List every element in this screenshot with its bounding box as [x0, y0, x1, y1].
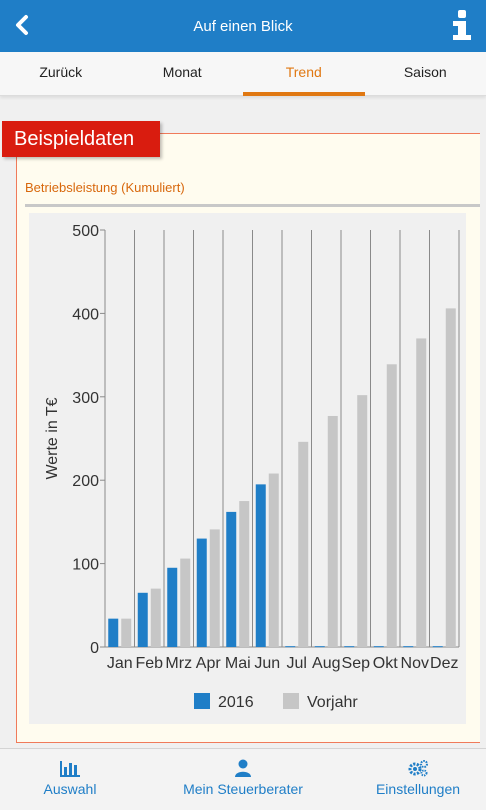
x-tick-label: Okt	[373, 655, 398, 672]
bar-2016-mrz	[167, 567, 178, 647]
tab-trend[interactable]: Trend	[243, 52, 365, 96]
bar-2016-aug	[314, 646, 325, 648]
x-tick-label: Sep	[342, 655, 371, 672]
x-tick-label: Jan	[107, 655, 133, 672]
bar-2016-jan	[108, 618, 119, 647]
nav-auswahl-label: Auswahl	[43, 781, 97, 797]
bar-vorjahr-jul	[298, 441, 309, 647]
x-tick-label: Aug	[312, 655, 340, 672]
tab-zurueck[interactable]: Zurück	[39, 64, 83, 80]
bar-vorjahr-aug	[327, 415, 338, 647]
x-tick-label: Mai	[225, 655, 251, 672]
bar-vorjahr-sep	[357, 395, 368, 647]
x-tick-label: Jun	[254, 655, 280, 672]
sample-data-badge: Beispieldaten	[2, 121, 160, 157]
legend-swatch	[194, 693, 210, 709]
section-divider	[25, 204, 480, 207]
nav-mein-steuerberater-label: Mein Steuerberater	[183, 781, 303, 797]
tab-saison[interactable]: Saison	[403, 64, 447, 80]
x-tick-label: Jul	[287, 655, 307, 672]
info-icon[interactable]	[452, 8, 472, 42]
y-tick-label: 500	[72, 223, 99, 240]
bar-2016-sep	[344, 646, 355, 648]
page-title: Auf einen Blick	[193, 17, 293, 35]
bar-vorjahr-jan	[121, 618, 132, 647]
y-tick-label: 200	[72, 473, 99, 490]
legend-label: Vorjahr	[307, 694, 358, 711]
cumulative-performance-chart: 0 100 200 300 400 500 Werte in T€ Jan Feb Mrz Apr M…	[44, 223, 460, 711]
gears-icon	[408, 760, 428, 777]
nav-einstellungen-label: Einstellungen	[375, 781, 461, 797]
bar-2016-mai	[226, 511, 237, 647]
user-icon	[235, 759, 251, 777]
bar-vorjahr-okt	[386, 364, 397, 647]
bar-vorjahr-dez	[445, 308, 456, 647]
x-tick-label: Mrz	[165, 655, 192, 672]
bar-vorjahr-jun	[268, 473, 279, 647]
tab-bar: Zurück Monat Trend Saison	[0, 52, 486, 96]
bar-vorjahr-mrz	[180, 558, 191, 647]
x-tick-label: Dez	[430, 655, 458, 672]
legend-swatch	[283, 693, 299, 709]
nav-auswahl[interactable]: Auswahl	[30, 759, 110, 797]
bar-vorjahr-feb	[150, 588, 161, 647]
bar-vorjahr-nov	[416, 338, 427, 647]
app-header: Auf einen Blick	[0, 0, 486, 52]
bar-2016-okt	[373, 646, 384, 648]
y-tick-label: 400	[72, 306, 99, 323]
x-tick-label: Feb	[135, 655, 163, 672]
legend-label: 2016	[218, 694, 254, 711]
tab-monat[interactable]: Monat	[162, 64, 202, 80]
y-tick-label: 100	[72, 557, 99, 574]
x-tick-label: Apr	[196, 655, 222, 672]
x-tick-label: Nov	[401, 655, 429, 672]
chevron-left-icon[interactable]	[10, 12, 36, 38]
bottom-navigation: Auswahl Mein Steuerberater Einstellungen	[0, 748, 486, 810]
y-tick-label: 0	[90, 640, 99, 657]
section-title: Betriebsleistung (Kumuliert)	[25, 180, 185, 195]
nav-mein-steuerberater[interactable]: Mein Steuerberater	[168, 759, 318, 797]
bar-vorjahr-mai	[239, 501, 250, 647]
y-axis-label: Werte in T€	[44, 397, 61, 479]
bar-2016-jul	[285, 646, 296, 648]
nav-einstellungen[interactable]: Einstellungen	[366, 759, 470, 797]
bar-chart-icon	[60, 761, 80, 777]
bar-2016-nov	[403, 646, 414, 648]
bar-2016-feb	[137, 592, 148, 647]
bar-2016-dez	[432, 646, 443, 648]
y-tick-label: 300	[72, 390, 99, 407]
bar-2016-apr	[196, 538, 207, 647]
bar-2016-jun	[255, 484, 266, 647]
bar-vorjahr-apr	[209, 529, 220, 647]
